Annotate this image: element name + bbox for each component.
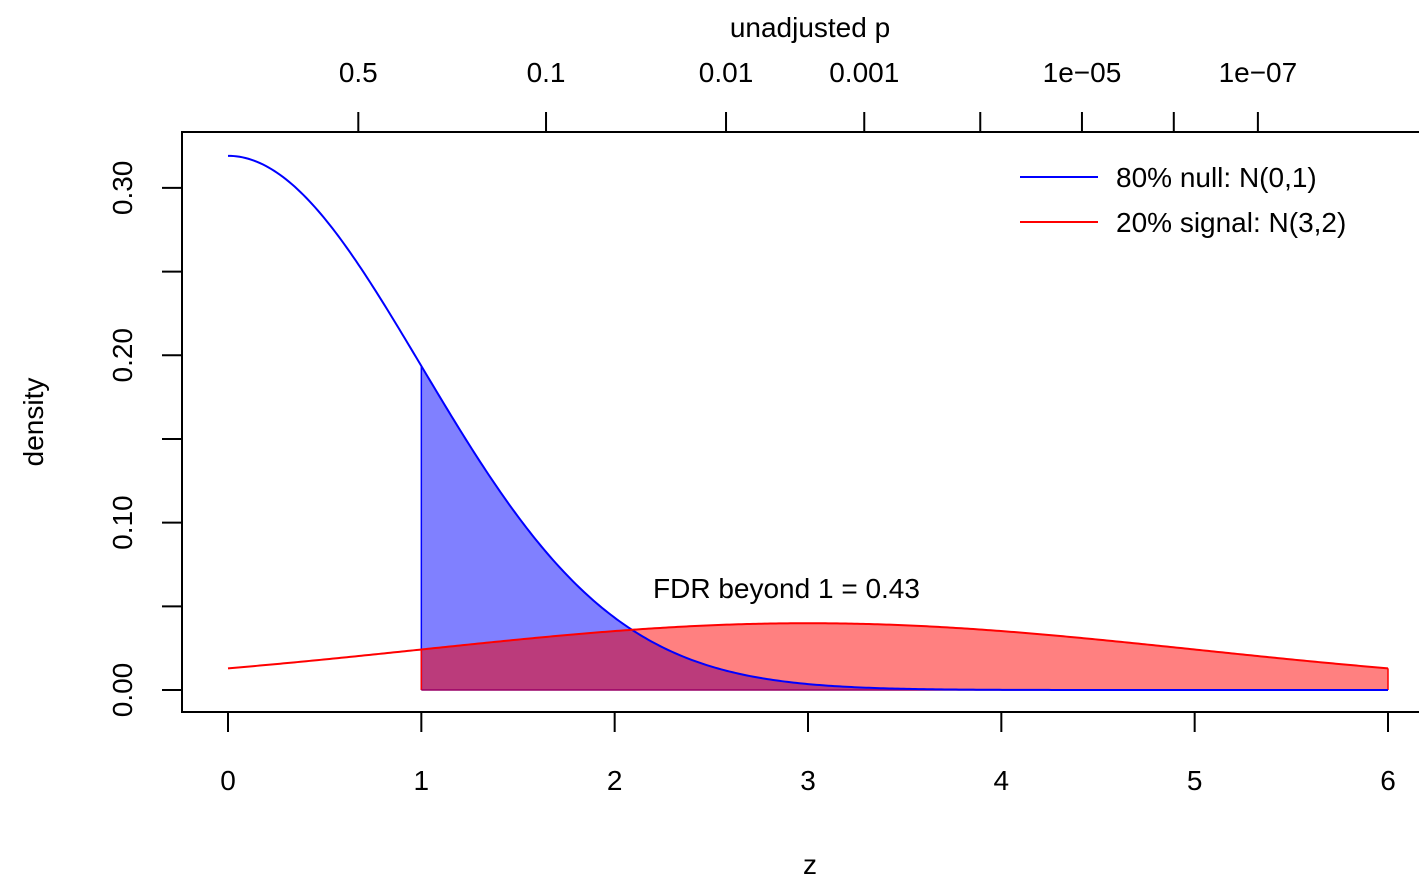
y-axis-title: density: [18, 378, 49, 467]
legend-label-signal: 20% signal: N(3,2): [1116, 207, 1346, 238]
top-tick-label: 1e−07: [1219, 57, 1298, 88]
x-tick-label: 6: [1380, 765, 1396, 796]
legend-label-null: 80% null: N(0,1): [1116, 162, 1317, 193]
overlap-shaded-area: [421, 629, 1389, 690]
legend: 80% null: N(0,1) 20% signal: N(3,2): [1020, 162, 1346, 238]
y-axis: 0.00 0.10 0.20 0.30: [107, 161, 183, 718]
top-tick-label: 0.5: [339, 57, 378, 88]
y-tick-label: 0.00: [107, 663, 138, 718]
y-tick-label: 0.10: [107, 495, 138, 550]
x-tick-label: 3: [800, 765, 816, 796]
density-curves: [227, 154, 1389, 691]
x-tick-label: 5: [1187, 765, 1203, 796]
null-density-line: [227, 154, 1388, 691]
x-tick-label: 4: [994, 765, 1010, 796]
top-tick-label: 0.1: [527, 57, 566, 88]
top-tick-label: 0.01: [699, 57, 754, 88]
y-tick-label: 0.20: [107, 328, 138, 383]
signal-density-line: [227, 622, 1389, 670]
top-tick-label: 0.001: [829, 57, 899, 88]
x-tick-label: 0: [220, 765, 236, 796]
shaded-areas: [420, 366, 1389, 691]
fdr-annotation: FDR beyond 1 = 0.43: [653, 573, 920, 604]
x-axis-title: z: [803, 849, 817, 880]
x-tick-label: 1: [414, 765, 430, 796]
top-p-axis: 0.5 0.1 0.01 0.001 1e−05 1e−07: [339, 57, 1298, 133]
x-axis: 0 1 2 3 4 5 6: [220, 711, 1396, 796]
x-tick-label: 2: [607, 765, 623, 796]
top-tick-label: 1e−05: [1043, 57, 1122, 88]
y-tick-label: 0.30: [107, 161, 138, 216]
top-axis-title: unadjusted p: [730, 12, 890, 43]
